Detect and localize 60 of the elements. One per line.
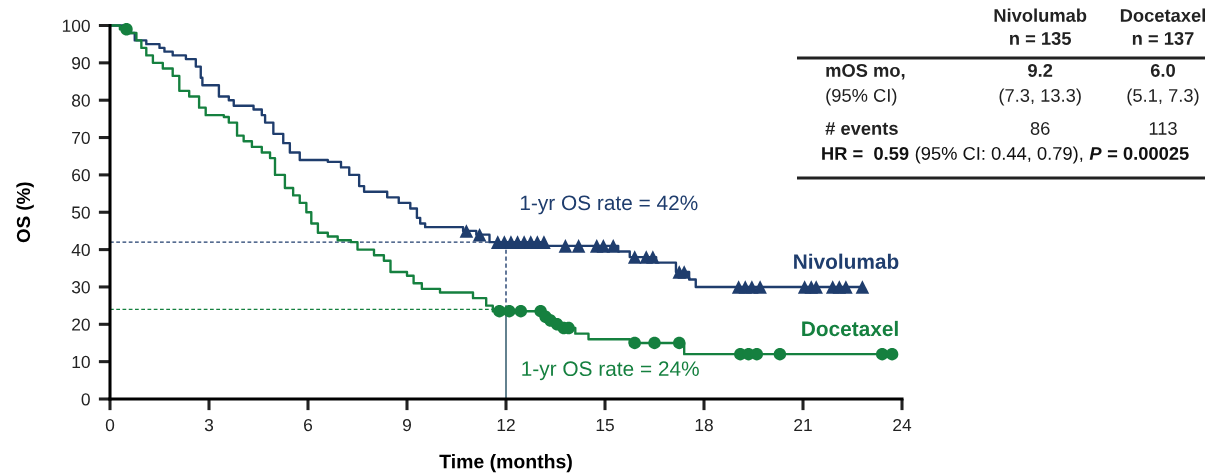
- point: [750, 347, 764, 361]
- y-tick-label: 100: [62, 19, 90, 32]
- point: [773, 347, 787, 361]
- y-tick-label: 20: [72, 318, 90, 331]
- y-tick-label: 0: [81, 393, 90, 406]
- point: [558, 239, 573, 253]
- point: [839, 280, 853, 294]
- x-tick-label: 6: [304, 418, 313, 432]
- text: 6.0 (5.1, 7.3): [1127, 63, 1199, 106]
- category-label: mOS mo, (95% CI): [826, 63, 905, 106]
- category-label: Nivolumab n = 135: [994, 8, 1087, 45]
- point: [571, 239, 586, 253]
- point: [855, 280, 870, 294]
- point: [648, 336, 661, 350]
- y-axis-title: OS (%): [16, 182, 34, 243]
- point: [809, 280, 823, 294]
- y-tick-label: 50: [71, 206, 90, 219]
- text: 86: [1030, 121, 1050, 135]
- x-tick-label: 12: [497, 418, 515, 432]
- text: (95% CI: 0.44, 0.79),: [915, 146, 1083, 164]
- point: [514, 305, 528, 318]
- text: 113: [1149, 121, 1177, 135]
- category-label: Docetaxel n = 137: [1120, 8, 1205, 45]
- point: [606, 239, 621, 253]
- y-tick-label: 80: [72, 94, 90, 107]
- point: [677, 265, 691, 279]
- point: [120, 23, 133, 36]
- y-tick-label: 90: [72, 57, 90, 70]
- point: [627, 250, 642, 264]
- category-label: # events: [825, 122, 898, 135]
- y-tick-label: 60: [72, 169, 90, 182]
- y-tick-label: 10: [72, 355, 90, 369]
- x-tick-label: 15: [596, 419, 614, 432]
- x-tick-label: 24: [893, 418, 912, 432]
- point: [753, 280, 767, 294]
- annotation: 1-yr OS rate = 24%: [522, 361, 699, 381]
- text: 9.2 (7.3, 13.3): [999, 63, 1081, 106]
- annotation: 1-yr OS rate = 42%: [520, 195, 698, 215]
- x-tick-label: 9: [402, 418, 412, 432]
- point: [472, 227, 487, 242]
- y-tick-label: 40: [71, 243, 90, 257]
- series-label: Docetaxel: [802, 320, 898, 337]
- point: [628, 336, 641, 350]
- point: [885, 347, 899, 361]
- point: [596, 239, 611, 253]
- y-tick-label: 30: [71, 281, 90, 294]
- point: [673, 336, 686, 350]
- text: = 0.00025: [1107, 146, 1189, 160]
- point: [503, 305, 516, 318]
- series-label: Nivolumab: [794, 253, 899, 269]
- x-axis-title: Time (months): [439, 454, 572, 473]
- point: [459, 224, 474, 238]
- x-tick-label: 3: [204, 418, 214, 432]
- annotation: HR = 0.59: [822, 146, 909, 160]
- point: [646, 250, 660, 264]
- y-tick-label: 70: [72, 131, 90, 145]
- x-tick-label: 0: [105, 418, 115, 432]
- text: P: [1089, 147, 1102, 160]
- x-tick-label: 18: [695, 418, 713, 432]
- x-tick-label: 21: [794, 418, 812, 432]
